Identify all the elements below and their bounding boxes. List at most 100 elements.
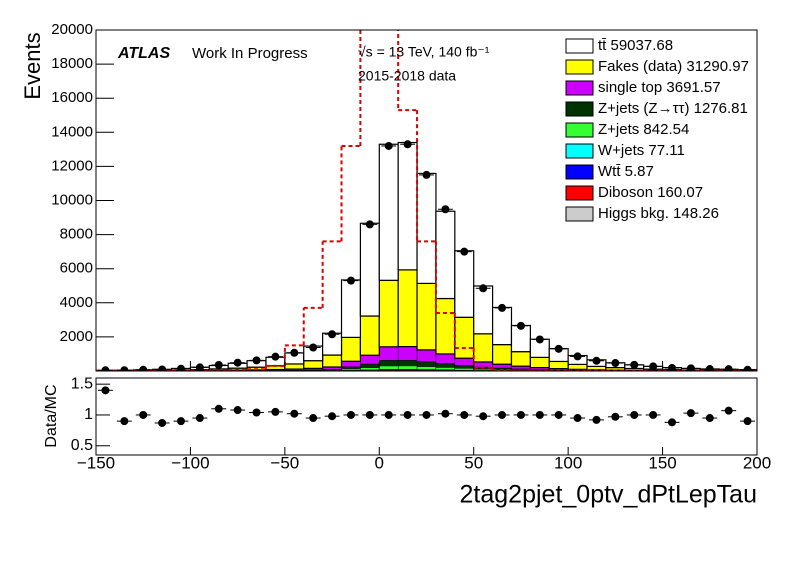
stack-bar (378, 279, 399, 348)
y-tick-label: 18000 (51, 55, 93, 72)
legend-swatch (565, 206, 594, 222)
stack-bar (416, 366, 437, 370)
x-tick-label: −50 (270, 453, 299, 472)
energy-label: √s = 13 TeV, 140 fb⁻¹ (358, 44, 490, 60)
y-tick-label: 16000 (51, 89, 93, 106)
legend-swatch (565, 143, 594, 159)
legend-swatch (565, 101, 594, 117)
x-tick-label: −150 (77, 453, 115, 472)
x-tick-label: 0 (375, 453, 384, 472)
stack-bar (416, 282, 437, 351)
ratio-point (705, 414, 714, 423)
x-tick-label: 50 (464, 453, 483, 472)
stack-bar (341, 361, 361, 367)
ratio-point (479, 412, 488, 421)
ratio-point (346, 410, 355, 419)
stack-bar (473, 361, 493, 368)
stack-bar (303, 360, 324, 369)
data-point (101, 366, 110, 371)
data-point (724, 365, 733, 371)
data-point (441, 205, 450, 214)
ratio-point (403, 410, 412, 419)
y-tick-label: 12000 (51, 157, 93, 174)
y-tick-label: 6000 (60, 260, 93, 277)
y-tick-label: 4000 (60, 294, 93, 311)
stack-bar (360, 355, 380, 365)
stack-bar (473, 285, 494, 335)
ratio-point (441, 409, 450, 418)
stack-bar (360, 363, 380, 368)
stack-bar (492, 344, 513, 365)
data-point (158, 365, 167, 371)
x-tick-label: 150 (648, 453, 676, 472)
data-point (252, 356, 261, 365)
data-point (668, 364, 677, 371)
ratio-point (554, 410, 563, 419)
stack-bar (548, 360, 569, 370)
stack-bar (567, 363, 588, 370)
ratio-y-tick-label: 1 (84, 406, 93, 423)
ratio-point (233, 406, 242, 415)
dataset-label: 2015-2018 data (358, 68, 456, 84)
y-tick-label: 20000 (51, 21, 93, 38)
legend-label: Fakes (data) 31290.97 (598, 58, 749, 75)
ratio-point (120, 417, 129, 426)
data-point (498, 303, 507, 312)
stack-bar (397, 360, 418, 367)
stack-bar (510, 351, 531, 367)
ratio-point (516, 410, 525, 419)
ratio-point (101, 386, 110, 395)
data-point (630, 360, 639, 369)
ratio-point (649, 410, 658, 419)
data-point (573, 352, 582, 361)
data-point (233, 358, 242, 367)
legend-swatch (565, 122, 594, 138)
legend-label: Z+jets (Z→ττ) 1276.81 (598, 100, 748, 117)
stack-bar (359, 315, 380, 356)
stack-bar (360, 367, 380, 371)
data-point (214, 360, 223, 369)
data-point (403, 140, 412, 149)
x-tick-label: 100 (554, 453, 582, 472)
ratio-point (743, 417, 752, 426)
stack-bar (341, 366, 361, 370)
ratio-point (573, 414, 582, 423)
data-point (422, 170, 431, 179)
stack-bar (340, 279, 361, 338)
legend-swatch (565, 59, 594, 75)
ratio-point (460, 410, 469, 419)
stack-bar (379, 346, 399, 361)
legend-label: Diboson 160.07 (598, 184, 703, 201)
stack-bar (378, 143, 399, 281)
stack-bar (454, 357, 474, 366)
status-label: Work In Progress (192, 45, 308, 62)
stack-bar (435, 363, 456, 368)
data-point (649, 362, 658, 371)
stack-bar (341, 368, 361, 371)
ratio-point (498, 410, 507, 419)
data-point (328, 330, 337, 339)
data-point (346, 276, 355, 285)
stack-bar (454, 368, 474, 371)
data-point (271, 352, 280, 361)
stack-bar (454, 250, 475, 318)
legend-swatch (565, 185, 594, 201)
data-point (554, 344, 563, 353)
legend-label: tt̄ 59037.68 (598, 37, 673, 54)
ratio-point (309, 414, 318, 423)
data-point (365, 220, 374, 229)
data-point (479, 284, 488, 293)
data-point (195, 363, 204, 371)
stack-bar (492, 306, 513, 346)
data-point (611, 359, 620, 368)
stack-bar (359, 222, 380, 317)
stack-bar (435, 353, 456, 364)
stack-bar (416, 172, 437, 284)
ratio-point (422, 410, 431, 419)
ratio-point (592, 415, 601, 424)
data-point (686, 364, 695, 371)
ratio-axis-title: Data/MC (43, 384, 60, 447)
x-tick-label: −100 (171, 453, 209, 472)
atlas-label: ATLAS (117, 45, 170, 62)
stack-bar (435, 210, 456, 300)
